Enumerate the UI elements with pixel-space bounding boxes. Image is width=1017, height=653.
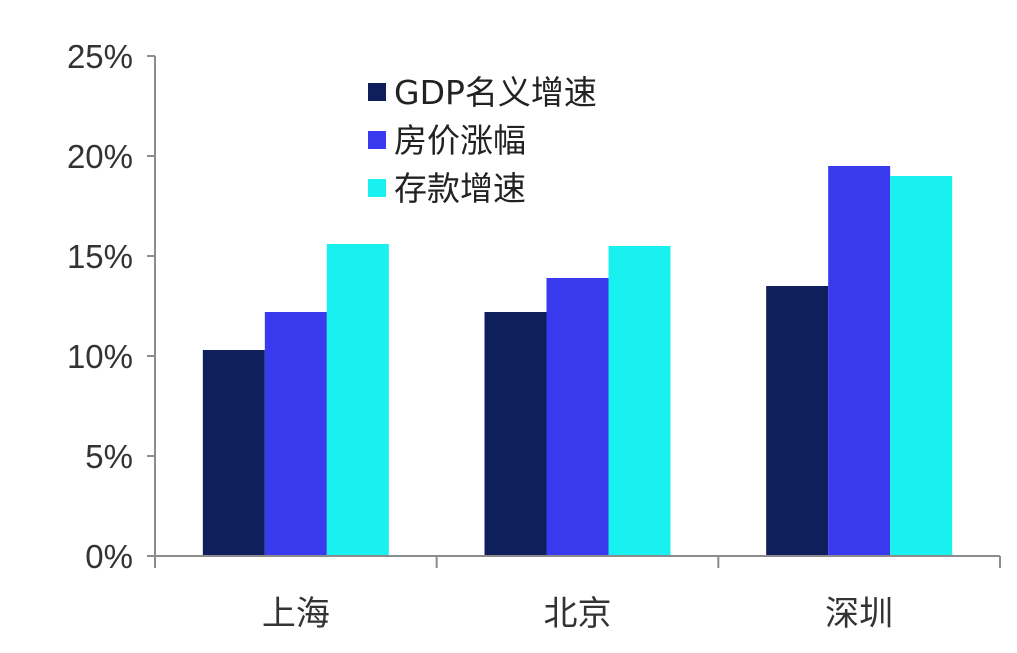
y-tick-label: 20% [67,138,133,175]
bars [202,166,953,556]
x-tick-label: 北京 [544,594,612,634]
x-axis: 上海 北京 深圳 [154,555,1001,634]
bar [546,278,609,556]
bar [202,350,265,556]
y-axis: 0% 5% 10% 15% 20% 25% [67,38,156,575]
bar [608,246,671,556]
legend-label: 房价涨幅 [394,121,526,160]
legend-swatch [368,131,386,149]
bar [326,244,389,556]
legend-label: 存款增速 [394,169,526,208]
y-tick-label: 25% [67,38,133,75]
legend-swatch [368,83,386,101]
bar [264,312,327,556]
bar [766,286,829,556]
x-tick-label: 上海 [262,594,330,634]
bar [890,176,953,556]
y-tick-label: 5% [85,438,133,475]
bar [484,312,547,556]
legend-label: GDP名义增速 [394,73,597,112]
legend-swatch [368,179,386,197]
x-tick-label: 深圳 [825,594,893,634]
y-tick-label: 0% [85,538,133,575]
y-tick-label: 15% [67,238,133,275]
bar [828,166,891,556]
y-tick-label: 10% [67,338,133,375]
